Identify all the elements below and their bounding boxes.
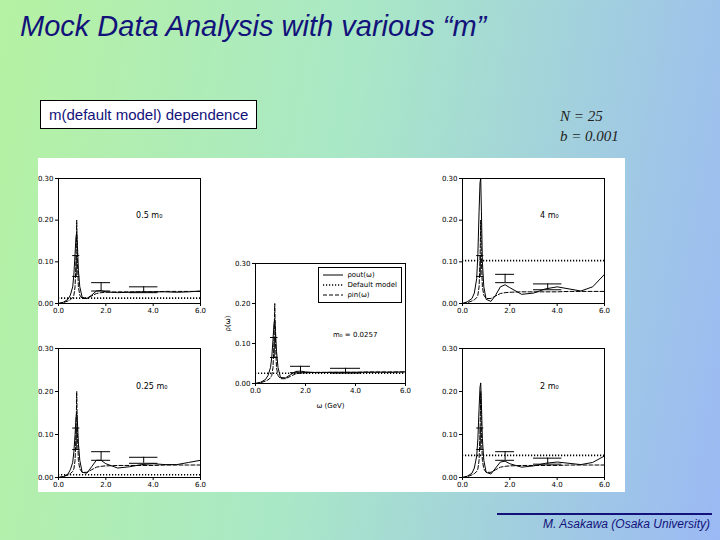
svg-text:0.0: 0.0	[53, 481, 64, 489]
svg-text:0.10: 0.10	[442, 258, 458, 266]
svg-text:4.0: 4.0	[552, 307, 563, 315]
svg-text:4.0: 4.0	[350, 387, 361, 395]
html-text:2 m₀: 2 m₀	[540, 381, 559, 391]
svg-text:0.10: 0.10	[38, 431, 54, 439]
svg-text:2.0: 2.0	[504, 481, 515, 489]
svg-text:2.0: 2.0	[300, 387, 311, 395]
svg-text:0.30: 0.30	[442, 175, 458, 183]
html-text:m₀ = 0.0257: m₀ = 0.0257	[333, 331, 378, 340]
svg-text:2.0: 2.0	[100, 307, 111, 315]
svg-text:0.20: 0.20	[442, 388, 458, 396]
html-text:0.25 m₀: 0.25 m₀	[136, 381, 168, 391]
html-text:b = 0.001: b = 0.001	[560, 128, 619, 144]
html-text:M. Asakawa (Osaka University): M. Asakawa (Osaka University)	[543, 517, 710, 531]
svg-text:0.0: 0.0	[457, 307, 468, 315]
svg-text:6.0: 6.0	[599, 481, 610, 489]
svg-text:6.0: 6.0	[195, 307, 206, 315]
svg-text:0.00: 0.00	[235, 380, 251, 388]
svg-text:4.0: 4.0	[148, 481, 159, 489]
svg-text:6.0: 6.0	[195, 481, 206, 489]
svg-text:0.10: 0.10	[235, 340, 251, 348]
svg-text:4.0: 4.0	[148, 307, 159, 315]
svg-text:4.0: 4.0	[552, 481, 563, 489]
svg-text:0.0: 0.0	[250, 387, 261, 395]
svg-text:0.10: 0.10	[442, 431, 458, 439]
svg-text:0.30: 0.30	[442, 345, 458, 353]
html-text:Default model: Default model	[347, 281, 397, 289]
svg-text:6.0: 6.0	[599, 307, 610, 315]
svg-text:ρ(ω): ρ(ω)	[224, 315, 232, 331]
html-text:0.5 m₀: 0.5 m₀	[136, 210, 163, 220]
svg-text:0.0: 0.0	[457, 481, 468, 489]
html-text:m(default model) dependence: m(default model) dependence	[49, 106, 249, 123]
html-text:ρout(ω): ρout(ω)	[347, 271, 375, 279]
svg-text:0.30: 0.30	[235, 260, 251, 268]
svg-text:0.00: 0.00	[442, 474, 458, 482]
svg-text:0.20: 0.20	[442, 216, 458, 224]
svg-text:0.20: 0.20	[235, 300, 251, 308]
svg-text:0.30: 0.30	[38, 175, 54, 183]
svg-text:0.0: 0.0	[53, 307, 64, 315]
html-text:Mock Data Analysis with variou: Mock Data Analysis with various “m”	[20, 10, 487, 42]
svg-text:2.0: 2.0	[100, 481, 111, 489]
svg-text:0.20: 0.20	[38, 216, 54, 224]
svg-text:6.0: 6.0	[400, 387, 411, 395]
html-text:N = 25: N = 25	[560, 108, 603, 124]
svg-text:0.10: 0.10	[38, 258, 54, 266]
svg-text:0.00: 0.00	[442, 300, 458, 308]
svg-text:0.30: 0.30	[38, 345, 54, 353]
html-text:ρin(ω): ρin(ω)	[347, 291, 370, 299]
svg-text:0.00: 0.00	[38, 300, 54, 308]
svg-text:ω (GeV): ω (GeV)	[316, 402, 344, 410]
html-text:4 m₀: 4 m₀	[540, 210, 559, 220]
svg-text:0.00: 0.00	[38, 474, 54, 482]
svg-text:0.20: 0.20	[38, 388, 54, 396]
svg-text:2.0: 2.0	[504, 307, 515, 315]
